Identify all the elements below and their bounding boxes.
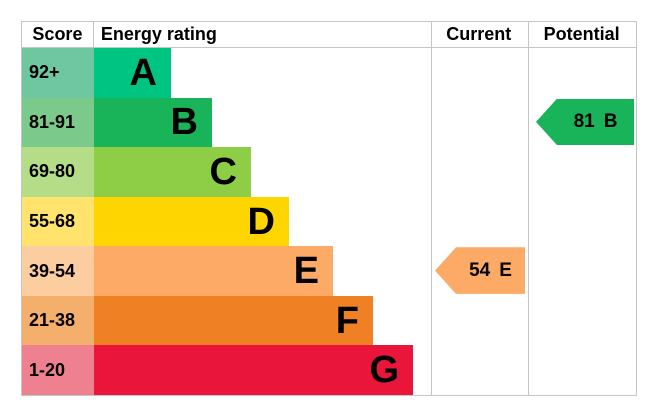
band-letter: E — [293, 250, 319, 293]
band-bar-e: E — [94, 246, 333, 296]
band-rows: 92+ A 81-91 B 69-80 C 55-68 D 39-54 E 21… — [22, 48, 636, 396]
band-letter: A — [129, 51, 157, 94]
table-header-row: Score Energy rating Current Potential — [22, 22, 636, 48]
score-range-cell: 1-20 — [22, 345, 94, 396]
band-bar-d: D — [94, 196, 289, 247]
score-range-cell: 21-38 — [22, 295, 94, 346]
potential-column-divider — [528, 22, 529, 395]
current-column-header: Current — [446, 24, 512, 44]
band-bar-c: C — [94, 147, 251, 197]
band-row-b: 81-91 B — [22, 97, 636, 148]
epc-table: Score Energy rating Current Potential 92… — [21, 21, 637, 396]
band-letter: D — [247, 200, 275, 243]
current-rating-arrow: 54 E — [435, 247, 525, 294]
score-range-cell: 69-80 — [22, 147, 94, 197]
band-bar-a: A — [94, 48, 171, 98]
band-letter: G — [369, 349, 399, 392]
band-letter: B — [170, 101, 198, 144]
current-column-divider — [431, 22, 432, 395]
band-letter: F — [335, 299, 359, 342]
band-row-e: 39-54 E — [22, 246, 636, 296]
table-body: 92+ A 81-91 B 69-80 C 55-68 D 39-54 E 21… — [22, 48, 636, 396]
band-row-c: 69-80 C — [22, 147, 636, 197]
band-bar-b: B — [94, 97, 212, 148]
score-range-cell: 81-91 — [22, 97, 94, 148]
band-bar-g: G — [94, 345, 413, 396]
score-column-header: Score — [22, 22, 94, 47]
current-band-letter: E — [499, 259, 512, 281]
score-range-cell: 92+ — [22, 48, 94, 98]
band-row-f: 21-38 F — [22, 295, 636, 346]
potential-score: 81 — [573, 110, 595, 132]
band-row-a: 92+ A — [22, 48, 636, 98]
potential-column-header: Potential — [543, 24, 620, 44]
score-range-cell: 55-68 — [22, 196, 94, 247]
band-row-g: 1-20 G — [22, 345, 636, 396]
current-score: 54 — [469, 259, 491, 281]
potential-band-letter: B — [603, 110, 618, 132]
score-range-cell: 39-54 — [22, 246, 94, 296]
band-letter: C — [209, 150, 237, 193]
band-bar-f: F — [94, 295, 373, 346]
potential-rating-arrow: 81 B — [536, 98, 634, 146]
energy-rating-column-header: Energy rating — [100, 24, 217, 44]
band-row-d: 55-68 D — [22, 196, 636, 247]
